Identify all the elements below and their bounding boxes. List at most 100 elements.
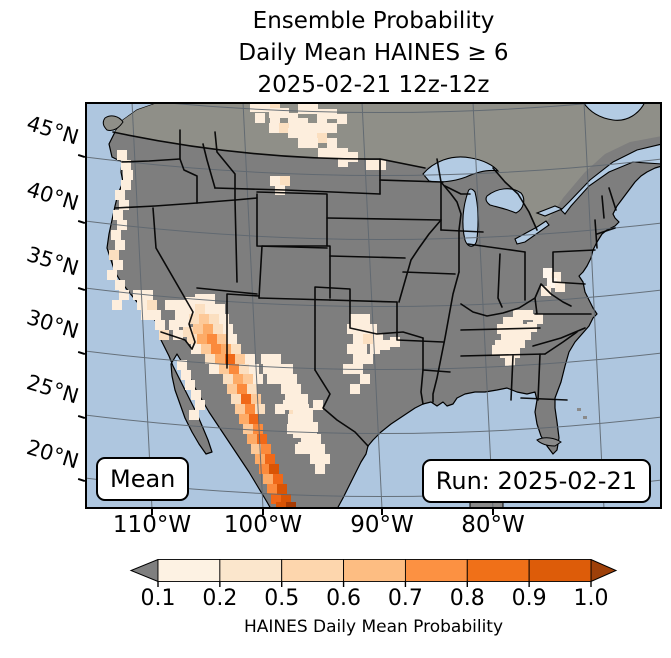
probability-cell: [357, 344, 367, 354]
map-canvas: [85, 102, 662, 509]
probability-cell: [315, 464, 325, 474]
probability-cell: [327, 138, 337, 148]
probability-cell: [360, 374, 370, 384]
probability-cell: [197, 334, 207, 344]
probability-cell: [123, 170, 133, 180]
probability-cell: [523, 310, 533, 320]
probability-cell: [269, 464, 279, 474]
probability-cell: [205, 354, 215, 364]
probability-cell: [267, 374, 277, 384]
probability-cell: [227, 384, 237, 394]
probability-cell: [199, 314, 209, 324]
probability-cell: [348, 152, 358, 162]
probability-cell: [288, 390, 298, 400]
probability-cell: [269, 123, 279, 133]
probability-cell: [113, 260, 123, 270]
probability-cell: [315, 444, 325, 454]
probability-cell: [298, 118, 308, 128]
probability-cell: [271, 354, 281, 364]
probability-cell: [217, 334, 227, 344]
probability-cells: [107, 102, 565, 509]
probability-cell: [175, 300, 185, 310]
probability-cell: [155, 320, 165, 330]
colorbar-segment: [528, 559, 592, 582]
probability-cell: [328, 148, 338, 158]
canada-region: [115, 102, 662, 230]
probability-cell: [215, 304, 225, 314]
probability-cell: [280, 176, 290, 186]
probability-cell: [221, 344, 231, 354]
parallel-line: [85, 414, 662, 435]
probability-cell: [270, 113, 280, 123]
colorbar-segment: [404, 559, 468, 582]
probability-cell: [503, 317, 513, 327]
probability-cell: [337, 114, 347, 124]
probability-cell: [112, 300, 122, 310]
probability-cell: [338, 157, 348, 167]
probability-cell: [115, 240, 125, 250]
meridian-line: [131, 102, 153, 509]
lake-erie: [514, 220, 550, 245]
lon-tick-mark: [262, 509, 264, 515]
probability-cell: [263, 474, 273, 484]
lat-tick-label: 35°N: [23, 242, 82, 281]
probability-cell: [247, 434, 257, 444]
probability-cell: [273, 474, 283, 484]
probability-cell: [275, 404, 285, 414]
probability-cell: [159, 330, 169, 340]
probability-cell: [245, 354, 255, 364]
probability-cell: [211, 344, 221, 354]
probability-cell: [288, 118, 298, 128]
probability-cell: [510, 348, 520, 358]
probability-cell: [286, 502, 296, 509]
probability-cell: [270, 102, 280, 112]
map-axes: Mean Run: 2025-02-21: [85, 102, 662, 509]
probability-cell: [353, 334, 363, 344]
colorbar-tick-label: 0.9: [511, 586, 547, 611]
meridian-line: [583, 102, 605, 509]
parallel-line: [85, 220, 662, 241]
probability-cell: [151, 310, 161, 320]
probability-cell: [205, 294, 215, 304]
probability-cell: [261, 354, 271, 364]
probability-cell: [270, 176, 280, 186]
probability-cell: [347, 344, 357, 354]
probability-cell: [133, 290, 143, 300]
probability-cell: [255, 404, 265, 414]
probability-cell: [141, 310, 151, 320]
map-frame: [85, 102, 662, 509]
colorbar-tick-label: 0.6: [326, 586, 362, 611]
probability-cell: [179, 317, 189, 327]
probability-cell: [513, 310, 523, 320]
probability-cell: [390, 337, 400, 347]
probability-cell: [357, 324, 367, 334]
colorbar-tick-label: 0.5: [264, 586, 300, 611]
probability-cell: [207, 334, 217, 344]
probability-cell: [239, 364, 249, 374]
probability-cell: [147, 300, 157, 310]
probability-cell: [169, 320, 179, 330]
colorbar-tick-label: 0.2: [202, 586, 238, 611]
lat-tick-label: 25°N: [23, 370, 82, 409]
lat-tick-label: 30°N: [23, 305, 82, 344]
probability-cell: [298, 418, 308, 428]
probability-cell: [113, 210, 123, 220]
probability-cell: [527, 322, 537, 332]
parallel-line: [85, 156, 662, 177]
probability-cell: [235, 354, 245, 364]
lake-huron: [485, 188, 525, 214]
probability-cell: [181, 370, 191, 380]
probability-cell: [298, 138, 308, 148]
probability-cell: [555, 282, 565, 292]
probability-cell: [229, 364, 239, 374]
probability-cell: [195, 400, 205, 410]
colorbar-caption: HAINES Daily Mean Probability: [243, 617, 504, 637]
probability-cell: [515, 338, 525, 348]
meridian-line: [472, 102, 494, 509]
title-line-2: Daily Mean HAINES ≥ 6: [238, 40, 509, 66]
probability-cell: [265, 454, 275, 464]
probability-cell: [121, 180, 131, 190]
probability-cell: [547, 278, 557, 288]
probability-cell: [363, 334, 373, 344]
parallel-line: [85, 350, 662, 371]
